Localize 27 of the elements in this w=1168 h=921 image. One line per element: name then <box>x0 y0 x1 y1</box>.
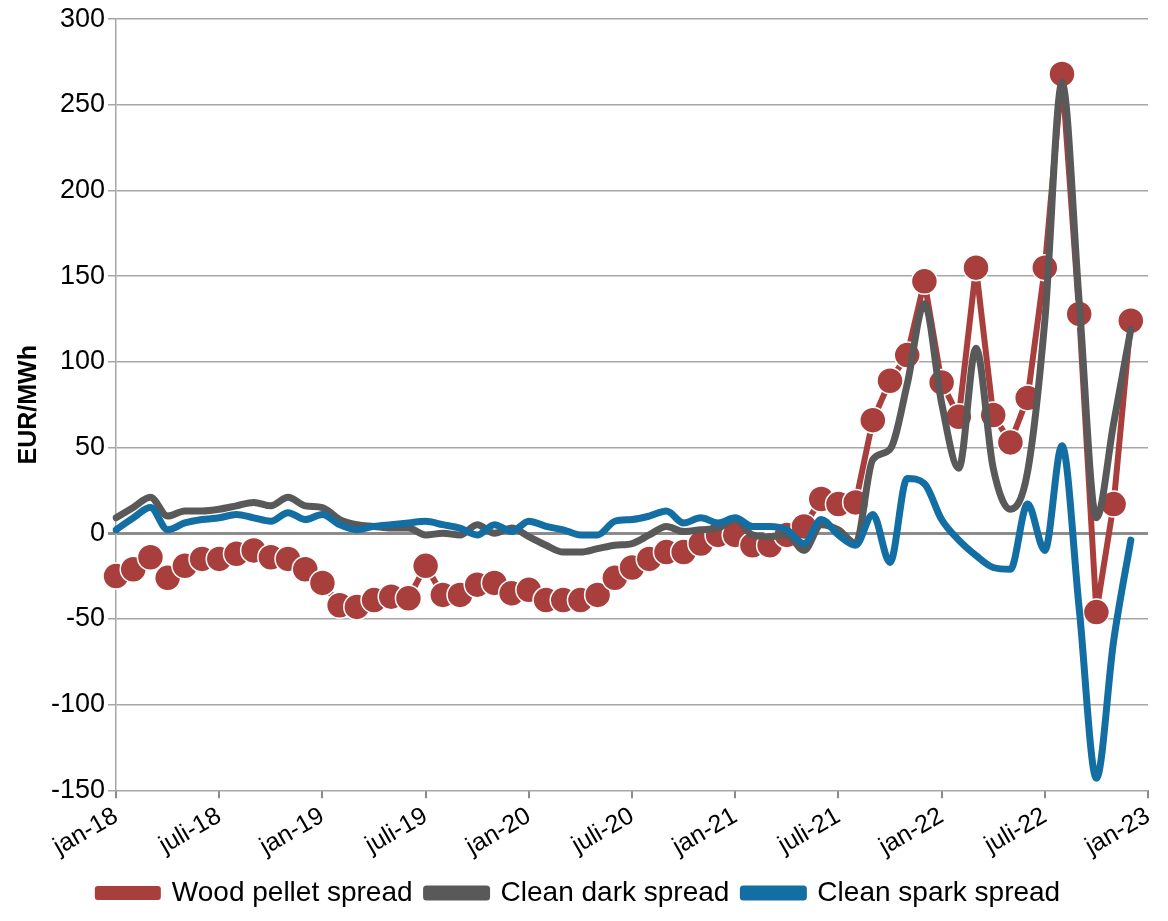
point <box>308 569 337 597</box>
point <box>394 584 423 613</box>
y-tick-label: 300 <box>59 2 106 33</box>
y-tick-label: 250 <box>59 88 106 119</box>
point <box>1082 598 1111 626</box>
y-tick-label: 50 <box>74 431 106 462</box>
point <box>583 581 612 609</box>
point <box>962 253 990 282</box>
y-tick-label: 100 <box>59 345 106 376</box>
legend-label: Clean dark spread <box>500 875 730 907</box>
point <box>910 267 939 296</box>
y-tick-label: -150 <box>50 773 106 804</box>
y-tick-label: 0 <box>90 516 106 547</box>
y-tick-label: 200 <box>59 174 106 204</box>
y-tick-label: -100 <box>50 688 106 719</box>
point <box>876 367 904 395</box>
point <box>411 552 440 580</box>
point <box>1117 307 1145 335</box>
y-tick-label: -50 <box>66 602 106 633</box>
point <box>859 406 887 434</box>
legend-label: Clean spark spread <box>817 875 1061 907</box>
point <box>136 543 165 571</box>
point <box>996 428 1025 457</box>
y-tick-label: 150 <box>59 259 106 290</box>
point <box>291 555 319 583</box>
y-axis-title: EUR/MWh <box>12 345 41 465</box>
legend-label: Wood pellet spread <box>171 875 413 907</box>
